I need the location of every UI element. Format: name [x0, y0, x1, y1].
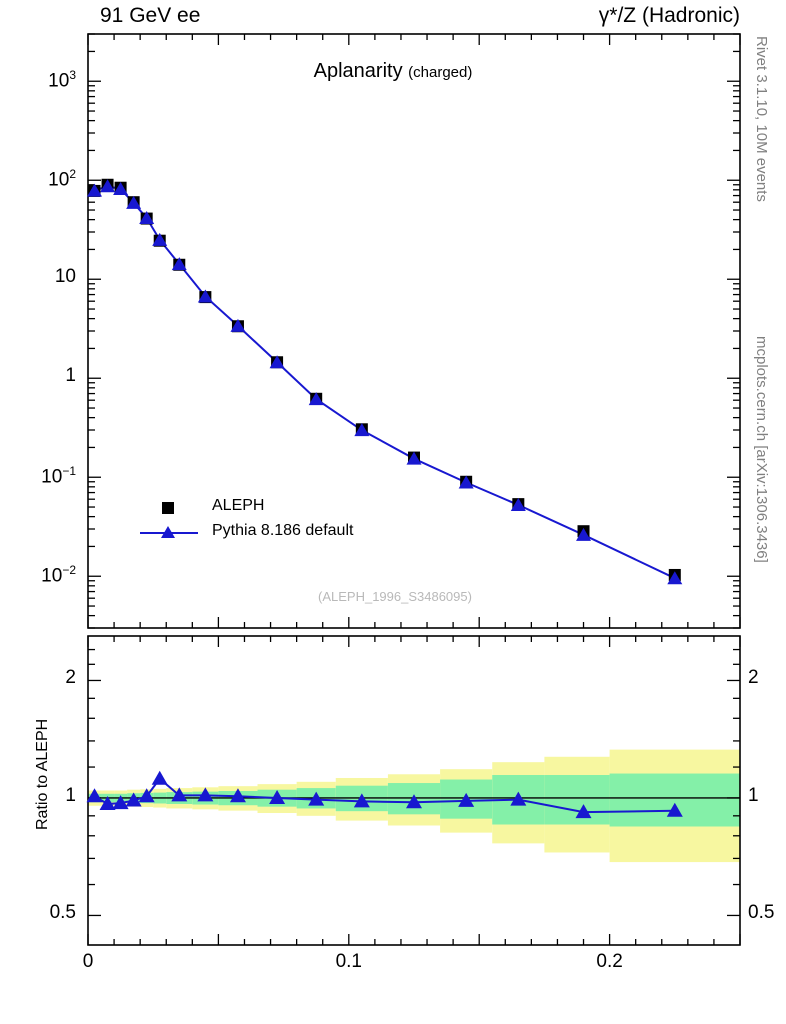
mc-point-pythia: [510, 497, 526, 511]
main-panel-frame: [87, 33, 741, 629]
main-y-tick-label: 10−1: [41, 464, 76, 488]
ratio-point: [510, 791, 527, 806]
ratio-point: [138, 788, 155, 803]
mc-point-pythia: [269, 355, 285, 369]
mc-curve-main: [94, 185, 676, 580]
ratio-point: [171, 787, 188, 802]
mc-point-pythia: [197, 289, 213, 303]
mc-point-pythia: [113, 182, 129, 196]
ratio-point: [112, 795, 129, 810]
legend-label-aleph: ALEPH: [212, 497, 265, 514]
ratio-y-tick-label: 1: [65, 784, 76, 806]
legend-label-pythia: Pythia 8.186 default: [212, 522, 354, 539]
ratio-point: [353, 793, 370, 808]
mc-point-pythia: [152, 232, 168, 246]
ratio-panel-frame: [87, 635, 741, 946]
ratio-y-tick-label-right: 1: [748, 784, 759, 806]
legend-marker-square-icon: [162, 502, 174, 514]
ratio-point: [575, 804, 592, 819]
main-y-tick-label: 10: [54, 266, 76, 288]
header-left-label: 91 GeV ee: [100, 4, 201, 27]
ratio-y-tick-label: 0.5: [49, 902, 76, 924]
ratio-point: [151, 770, 168, 785]
main-y-tick-label: 102: [48, 167, 76, 191]
ratio-point: [99, 795, 116, 810]
ratio-point: [269, 789, 286, 804]
main-y-tick-label: 103: [48, 68, 76, 92]
mc-point-pythia: [139, 211, 155, 225]
plot-title-sub: (charged): [408, 64, 473, 81]
mc-point-pythia: [667, 571, 683, 585]
header-right-label: γ*/Z (Hadronic): [598, 4, 740, 27]
mc-point-pythia: [87, 183, 103, 197]
legend-marker-triangle-icon: [140, 526, 198, 538]
ratio-point: [86, 788, 103, 803]
ratio-point: [125, 792, 142, 807]
main-y-tick-label: 1: [65, 365, 76, 387]
mc-point-pythia: [308, 392, 324, 406]
mc-point-pythia: [230, 318, 246, 332]
ratio-band-inner: [609, 773, 740, 827]
mc-point-pythia: [458, 475, 474, 489]
ratio-y-tick-label-right: 2: [748, 667, 759, 689]
mc-point-pythia: [100, 179, 116, 193]
ratio-point: [406, 794, 422, 809]
ratio-y-tick-label-right: 0.5: [748, 902, 775, 924]
x-tick-label: 0.2: [596, 951, 623, 972]
main-y-tick-label: 10−2: [41, 563, 76, 587]
ratio-point: [229, 788, 246, 803]
plot-title: Aplanarity (charged): [0, 60, 786, 83]
mc-point-pythia: [171, 257, 187, 271]
mc-point-pythia: [406, 451, 422, 465]
x-tick-label: 0.1: [335, 951, 362, 972]
ratio-point: [308, 791, 325, 806]
ratio-point: [197, 787, 214, 802]
ratio-y-tick-label: 2: [65, 667, 76, 689]
mc-point-pythia: [354, 423, 370, 437]
x-tick-label: 0: [82, 951, 94, 972]
mc-point-pythia: [576, 527, 592, 541]
analysis-id-watermark: (ALEPH_1996_S3486095): [318, 589, 472, 604]
ratio-point: [458, 792, 475, 807]
plot-title-main: Aplanarity: [313, 60, 403, 82]
ratio-point: [666, 802, 683, 817]
mc-point-pythia: [126, 195, 142, 209]
